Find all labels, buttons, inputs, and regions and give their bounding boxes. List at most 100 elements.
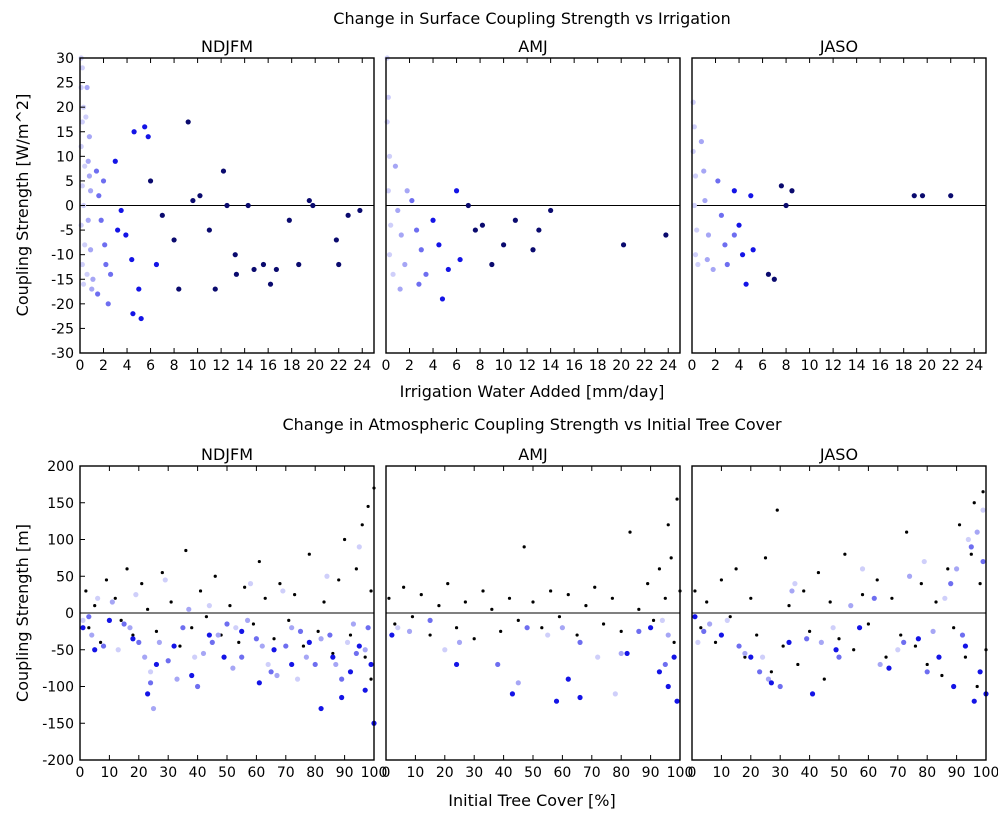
- data-point-black: [516, 618, 520, 622]
- data-point-black: [243, 585, 247, 589]
- data-point-pale: [659, 617, 665, 623]
- data-point-medium: [312, 661, 318, 668]
- data-point-blue: [936, 654, 942, 660]
- data-point-black: [787, 604, 791, 608]
- x-tick-label: 14: [848, 358, 866, 374]
- data-point-black: [981, 490, 985, 494]
- data-point-navy: [147, 178, 154, 184]
- data-point-pale: [759, 654, 766, 660]
- data-point-navy: [548, 207, 554, 214]
- data-point-light: [704, 256, 710, 263]
- data-point-medium: [353, 650, 359, 657]
- data-point-black: [522, 545, 526, 549]
- data-point-medium: [107, 271, 114, 277]
- data-point-medium: [948, 581, 954, 587]
- data-point-black: [905, 530, 909, 534]
- data-point-medium: [195, 683, 201, 690]
- data-point-black: [507, 596, 512, 600]
- data-point-blue: [692, 614, 698, 620]
- data-point-light: [90, 276, 96, 282]
- data-point-medium: [416, 281, 422, 287]
- data-point-black: [348, 633, 353, 637]
- data-point-medium: [715, 178, 721, 184]
- data-point-black: [454, 626, 459, 630]
- data-point-black: [272, 637, 276, 641]
- x-tick-label: 24: [965, 358, 983, 374]
- data-point-black: [402, 585, 406, 589]
- data-point-navy: [465, 202, 471, 209]
- data-point-pale: [792, 581, 798, 587]
- data-point-blue: [856, 625, 863, 631]
- data-point-pale: [859, 566, 866, 572]
- data-point-black: [601, 622, 606, 626]
- x-tick-label: 20: [130, 765, 148, 781]
- data-point-blue: [142, 124, 148, 130]
- x-tick-label: 22: [330, 358, 348, 374]
- data-point-blue: [886, 665, 892, 671]
- data-point-black: [866, 622, 871, 626]
- data-point-blue: [750, 247, 756, 253]
- data-point-navy: [489, 261, 495, 268]
- data-point-pale: [294, 676, 301, 682]
- data-point-blue: [306, 639, 312, 646]
- y-tick-label: 10: [56, 149, 74, 165]
- data-point-black: [755, 633, 759, 637]
- x-tick-label: 60: [553, 765, 571, 781]
- data-point-light: [333, 661, 339, 668]
- data-point-light: [127, 625, 133, 631]
- data-point-pale: [82, 163, 88, 169]
- data-point-black: [446, 582, 450, 586]
- data-point-medium: [757, 669, 763, 675]
- data-point-black: [251, 622, 256, 626]
- data-point-blue: [129, 256, 135, 263]
- data-point-navy: [212, 286, 218, 292]
- data-point-black: [957, 523, 962, 527]
- data-point-navy: [296, 261, 302, 268]
- data-point-navy: [185, 119, 191, 125]
- x-tick-label: 30: [771, 765, 789, 781]
- data-point-pale: [79, 261, 85, 268]
- data-point-black: [113, 596, 117, 600]
- data-point-black: [852, 648, 856, 652]
- x-tick-label: 6: [146, 358, 155, 374]
- data-point-blue: [439, 296, 446, 302]
- data-point-black: [946, 567, 950, 571]
- data-point-medium: [662, 661, 668, 668]
- data-point-medium: [121, 621, 127, 627]
- data-point-navy: [224, 202, 230, 209]
- data-point-black: [184, 548, 188, 553]
- data-point-blue: [977, 669, 983, 675]
- data-point-blue: [743, 281, 749, 287]
- data-point-medium: [413, 227, 420, 233]
- data-point-light: [85, 158, 91, 164]
- data-point-navy: [771, 276, 777, 282]
- data-point-blue: [748, 654, 754, 660]
- data-point-navy: [357, 207, 363, 214]
- x-tick-label: 12: [518, 358, 536, 374]
- data-point-black: [584, 604, 588, 608]
- data-point-light: [85, 217, 91, 223]
- x-tick-label: 50: [830, 765, 848, 781]
- data-point-light: [456, 639, 463, 646]
- data-point-black: [387, 596, 391, 600]
- data-point-light: [702, 197, 708, 204]
- x-tick-label: 0: [688, 358, 697, 374]
- data-point-navy: [220, 168, 227, 174]
- data-point-light: [742, 650, 748, 657]
- x-tick-label: 18: [283, 358, 301, 374]
- x-tick-label: 2: [99, 358, 108, 374]
- data-point-black: [343, 537, 347, 542]
- data-point-medium: [636, 628, 642, 634]
- data-point-black: [499, 629, 503, 633]
- data-point-black: [322, 600, 326, 604]
- data-point-pale: [356, 544, 362, 550]
- data-point-medium: [86, 614, 92, 620]
- data-point-navy: [765, 271, 772, 277]
- data-point-light: [392, 163, 399, 169]
- data-point-pale: [206, 603, 212, 609]
- data-point-black: [131, 633, 135, 637]
- data-point-light: [156, 639, 162, 646]
- data-point-medium: [718, 212, 725, 218]
- data-point-pale: [80, 281, 87, 287]
- data-point-medium: [100, 643, 107, 649]
